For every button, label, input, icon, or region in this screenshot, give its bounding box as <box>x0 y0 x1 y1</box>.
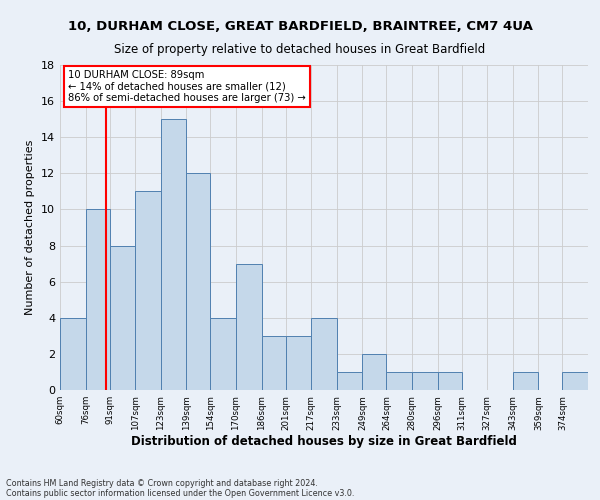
Text: 10, DURHAM CLOSE, GREAT BARDFIELD, BRAINTREE, CM7 4UA: 10, DURHAM CLOSE, GREAT BARDFIELD, BRAIN… <box>68 20 532 33</box>
Bar <box>86 210 110 390</box>
Bar <box>236 264 262 390</box>
Bar <box>562 372 588 390</box>
Bar <box>362 354 386 390</box>
Bar <box>262 336 286 390</box>
Y-axis label: Number of detached properties: Number of detached properties <box>25 140 35 315</box>
Bar <box>135 192 161 390</box>
Bar <box>211 318 236 390</box>
Text: 10 DURHAM CLOSE: 89sqm
← 14% of detached houses are smaller (12)
86% of semi-det: 10 DURHAM CLOSE: 89sqm ← 14% of detached… <box>68 70 305 103</box>
X-axis label: Distribution of detached houses by size in Great Bardfield: Distribution of detached houses by size … <box>131 436 517 448</box>
Text: Contains HM Land Registry data © Crown copyright and database right 2024.: Contains HM Land Registry data © Crown c… <box>6 478 318 488</box>
Text: Size of property relative to detached houses in Great Bardfield: Size of property relative to detached ho… <box>115 42 485 56</box>
Bar <box>161 119 187 390</box>
Bar <box>286 336 311 390</box>
Bar <box>187 174 211 390</box>
Bar <box>311 318 337 390</box>
Bar <box>437 372 461 390</box>
Bar <box>60 318 86 390</box>
Bar <box>386 372 412 390</box>
Bar <box>412 372 437 390</box>
Bar <box>513 372 538 390</box>
Text: Contains public sector information licensed under the Open Government Licence v3: Contains public sector information licen… <box>6 488 355 498</box>
Bar <box>337 372 362 390</box>
Bar <box>110 246 135 390</box>
